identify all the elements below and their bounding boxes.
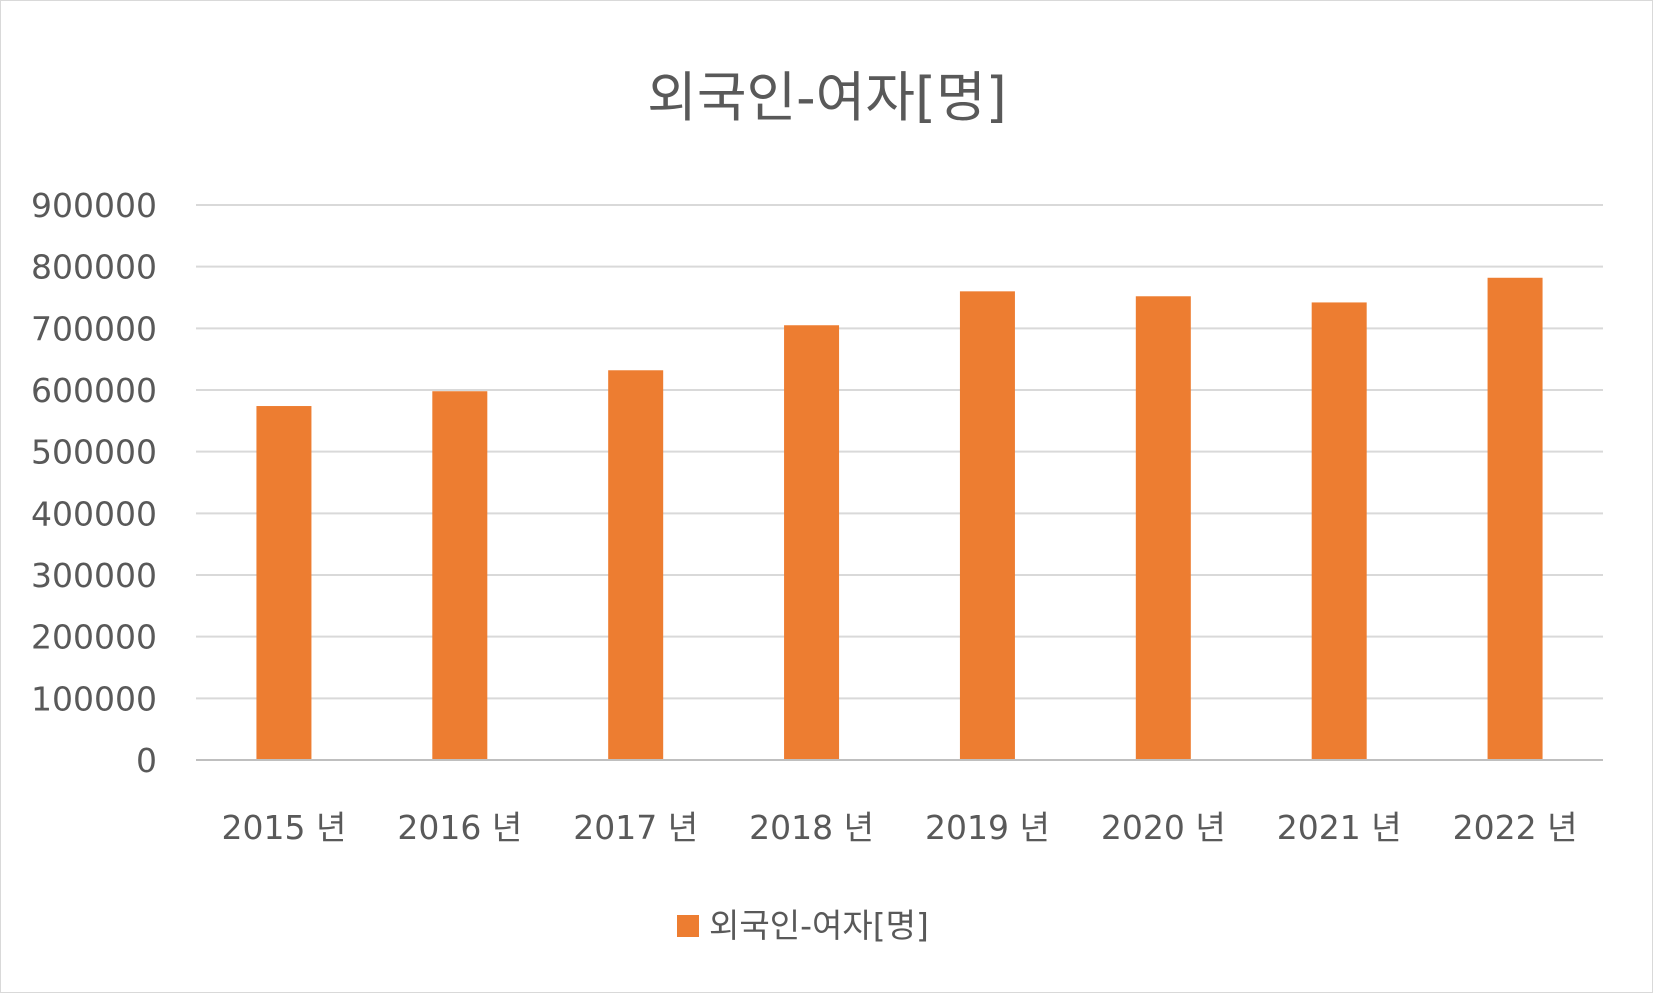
y-tick-label: 700000 [31,309,157,348]
x-axis-ticks: 2015 년 2016 년 2017 년 2018 년 2019 년 2020 년 2021… [222,808,1578,847]
legend-swatch [677,915,699,937]
bars [256,277,1543,760]
x-tick-label: 2015 년 [222,808,347,847]
y-tick-label: 500000 [31,433,157,472]
y-tick-label: 200000 [31,618,157,657]
bar-2018-년 [784,325,840,760]
y-tick-label: 800000 [31,248,157,287]
legend-label: 외국인-여자[명] [709,906,929,945]
gridlines [196,204,1603,700]
x-tick-label: 2017 년 [573,808,698,847]
y-tick-label: 0 [136,741,157,780]
x-tick-label: 2021 년 [1277,808,1402,847]
legend: 외국인-여자[명] [677,906,929,945]
chart-title: 외국인-여자[명] [647,66,1007,129]
bar-2015-년 [256,406,312,760]
y-tick-label: 300000 [31,556,157,595]
x-tick-label: 2022 년 [1453,808,1578,847]
x-tick-label: 2018 년 [749,808,874,847]
y-tick-label: 100000 [31,679,157,718]
y-axis-ticks: 0 100000 200000 300000 400000 500000 600000 700… [31,186,157,780]
bar-2016-년 [432,391,488,760]
x-tick-label: 2019 년 [925,808,1050,847]
y-tick-label: 400000 [31,494,157,533]
bar-2022-년 [1487,277,1543,760]
bar-2017-년 [608,370,664,760]
x-tick-label: 2016 년 [397,808,522,847]
x-tick-label: 2020 년 [1101,808,1226,847]
y-tick-label: 600000 [31,371,157,410]
bar-2021-년 [1311,302,1367,760]
bar-2019-년 [959,291,1015,760]
bar-2020-년 [1135,296,1191,760]
y-tick-label: 900000 [31,186,157,225]
